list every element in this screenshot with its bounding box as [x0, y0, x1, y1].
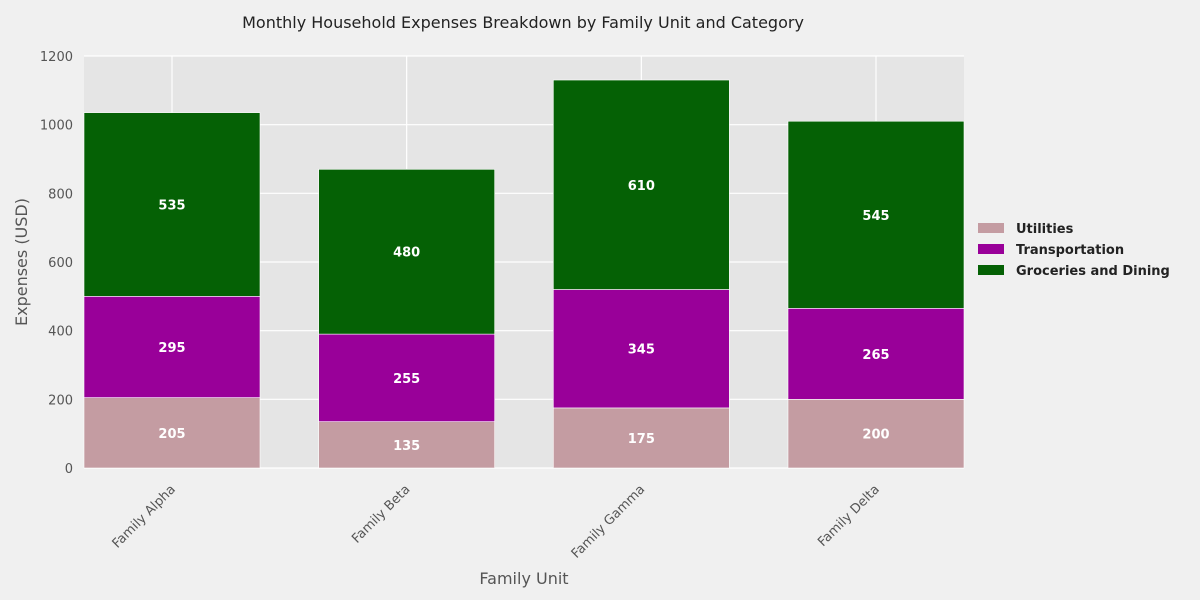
chart-title: Monthly Household Expenses Breakdown by …	[242, 13, 804, 32]
x-tick-label: Family Alpha	[110, 482, 179, 551]
bar-segment	[318, 333, 495, 422]
bar-segment	[787, 120, 965, 309]
bar-segment	[553, 407, 730, 469]
bar-value-label: 255	[393, 372, 420, 387]
bar-value-label: 535	[158, 198, 185, 213]
bar-segment	[318, 169, 495, 335]
legend: Utilities Transportation Groceries and Din…	[978, 222, 1170, 279]
x-axis-ticks: Family Alpha Family Beta Family Gamma Famil…	[110, 482, 883, 561]
legend-label: Transportation	[1016, 243, 1124, 258]
legend-swatch	[978, 223, 1004, 233]
bar-segment	[318, 421, 495, 469]
x-axis-label: Family Unit	[479, 569, 568, 588]
y-axis-ticks: 0 200 400 600 800 1000 1200	[40, 50, 73, 477]
bar-segment	[553, 289, 730, 409]
legend-label: Groceries and Dining	[1016, 264, 1170, 279]
y-tick-label: 600	[48, 256, 73, 271]
y-tick-label: 800	[48, 187, 73, 202]
bar-value-label: 265	[862, 348, 889, 363]
bar-value-label: 545	[862, 209, 889, 224]
y-tick-label: 1000	[40, 119, 73, 134]
legend-swatch	[978, 265, 1004, 275]
bar-value-label: 345	[628, 343, 655, 358]
bar-segment	[83, 397, 261, 469]
bar-segment	[787, 399, 965, 469]
y-tick-label: 0	[65, 462, 73, 477]
bar-value-label: 205	[158, 427, 185, 442]
x-tick-label: Family Gamma	[569, 482, 648, 561]
bar-segment	[83, 112, 261, 297]
x-tick-label: Family Delta	[815, 482, 883, 550]
y-tick-label: 400	[48, 325, 73, 340]
x-tick-label: Family Beta	[349, 482, 413, 546]
bar-value-label: 295	[158, 341, 185, 356]
legend-swatch	[978, 244, 1004, 254]
bar-value-label: 135	[393, 439, 420, 454]
bar-segment	[553, 79, 730, 290]
bar-value-label: 175	[628, 432, 655, 447]
bar-value-label: 610	[628, 179, 655, 194]
bar-segment	[787, 308, 965, 400]
bar-segment	[83, 296, 261, 398]
y-tick-label: 200	[48, 393, 73, 408]
bars: 205 295 535 135 255 480 175 345 610 200 265 545	[83, 79, 965, 469]
y-tick-label: 1200	[40, 50, 73, 65]
bar-value-label: 480	[393, 246, 420, 261]
y-axis-label: Expenses (USD)	[12, 198, 31, 326]
legend-label: Utilities	[1016, 222, 1074, 237]
bar-value-label: 200	[862, 428, 889, 443]
